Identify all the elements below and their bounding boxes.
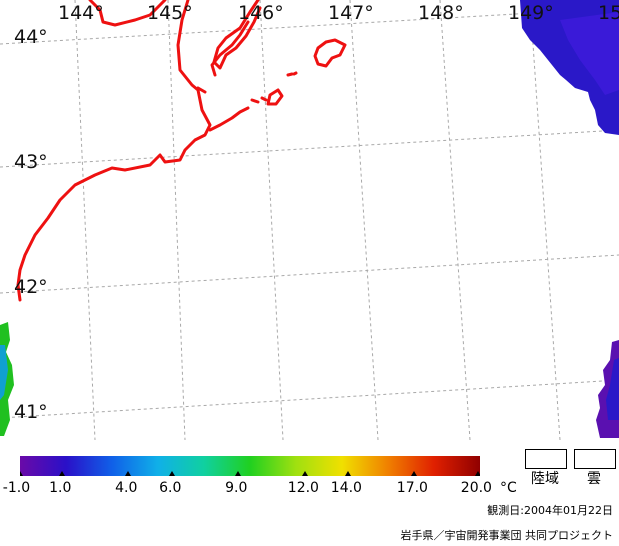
iturup-island (313, 38, 347, 68)
colorbar-ticks (20, 471, 480, 476)
meridian-145 (167, 0, 186, 440)
colorbar-tick-mark (411, 471, 417, 476)
shiretoko-peninsula (210, 20, 250, 77)
lon-label-148: 148° (418, 2, 464, 24)
colorbar-tick-mark (345, 471, 351, 476)
colorbar-tick-mark (302, 471, 308, 476)
meridian-149 (529, 0, 561, 440)
lat-label-43: 43° (14, 151, 48, 173)
colorbar-tick-label: 9.0 (225, 480, 248, 496)
colorbar-tick-mark (169, 471, 175, 476)
colorbar-tick-label: 6.0 (159, 480, 182, 496)
nemuro-peninsula (208, 106, 250, 132)
colorbar-tick-label: 1.0 (49, 480, 72, 496)
sst-patch-northeast-inner (560, 12, 619, 95)
cloud-legend-label: 雲 (587, 471, 601, 487)
parallel-42 (0, 254, 619, 294)
shikotan-island (266, 88, 284, 106)
islet-1 (286, 72, 294, 77)
lon-label-147: 147° (328, 2, 374, 24)
islet-2 (292, 71, 298, 76)
habomai-island-1 (250, 98, 260, 104)
observation-date: 観測日:2004年01月22日 (487, 504, 613, 517)
colorbar-tick-mark (475, 471, 480, 476)
colorbar-tick-mark (59, 471, 65, 476)
colorbar-tick-label: 20.0 (460, 480, 492, 496)
cloud-legend-swatch (574, 449, 616, 469)
parallel-44 (0, 7, 619, 45)
lon-label-146: 146° (238, 2, 284, 24)
colorbar-tick-label: -1.0 (2, 480, 31, 496)
meridian-146 (259, 0, 284, 440)
lon-label-145: 145° (147, 2, 193, 24)
temperature-unit: °C (500, 480, 517, 496)
credit-line: 岩手県／宇宙開発事業団 共同プロジェクト (400, 529, 614, 542)
kunashir-island (212, 0, 262, 70)
sst-patch-southwest-inner (0, 345, 8, 400)
lat-label-42: 42° (14, 276, 48, 298)
colorbar-tick-label: 14.0 (330, 480, 362, 496)
parallel-43 (0, 129, 619, 168)
land-legend-swatch (525, 449, 567, 469)
lon-label-144: 144° (58, 2, 104, 24)
colorbar-tick-mark (235, 471, 241, 476)
colorbar-tick-mark (20, 471, 23, 476)
sst-patch-southeast-inner (606, 358, 619, 420)
lon-label-150: 15 (598, 2, 619, 24)
hokkaido-coast-north (88, 0, 167, 27)
graticule-grid (0, 0, 619, 440)
hokkaido-coast-east (16, 0, 212, 302)
colorbar-tick-mark (125, 471, 131, 476)
colorbar-tick-label: 12.0 (287, 480, 319, 496)
sst-data-patches (0, 0, 619, 438)
lon-label-149: 149° (508, 2, 554, 24)
land-legend-label: 陸域 (531, 471, 559, 487)
meridian-148 (439, 0, 471, 440)
colorbar-tick-label: 17.0 (396, 480, 428, 496)
meridian-147 (349, 0, 379, 440)
habomai-island-2 (260, 96, 268, 102)
colorbar-tick-label: 4.0 (115, 480, 138, 496)
lat-label-44: 44° (14, 26, 48, 48)
colorbar-gradient (20, 456, 480, 476)
temperature-colorbar (20, 456, 480, 476)
lat-label-41: 41° (14, 401, 48, 423)
parallel-41 (0, 379, 619, 419)
meridian-144 (74, 0, 96, 440)
islet-3 (196, 86, 207, 94)
coastline (16, 0, 347, 302)
sst-map (0, 0, 619, 440)
